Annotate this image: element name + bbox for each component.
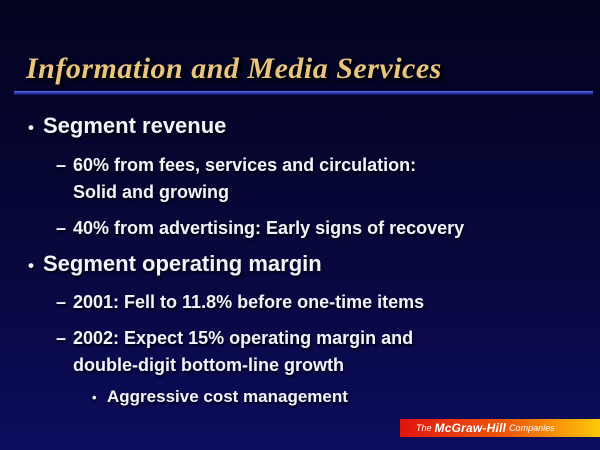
mcgraw-hill-logo: The McGraw-Hill Companies xyxy=(400,419,600,437)
dash-icon: – xyxy=(56,218,67,238)
bullet-text: Segment revenue xyxy=(43,113,227,138)
bullet-text: 2002: Expect 15% operating margin and xyxy=(73,328,414,348)
bullet-text: 2001: Fell to 11.8% before one-time item… xyxy=(73,292,425,312)
bullet-icon: • xyxy=(28,118,34,137)
logo-suffix-text: Companies xyxy=(509,423,555,433)
bullet-item-60pct-fees: – 60% from fees, services and circulatio… xyxy=(0,152,600,206)
logo-prefix-text: The xyxy=(416,423,432,433)
bullet-item-segment-revenue: • Segment revenue xyxy=(0,112,600,142)
dash-icon: – xyxy=(56,328,67,348)
bullet-text-line2: double-digit bottom-line growth xyxy=(73,355,344,375)
bullet-text: Segment operating margin xyxy=(43,251,322,276)
title-underline-rule xyxy=(14,91,593,95)
bullet-item-segment-operating-margin: • Segment operating margin xyxy=(0,250,600,280)
bullet-item-cost-management: • Aggressive cost management xyxy=(0,384,600,411)
bullet-item-2001-margin: – 2001: Fell to 11.8% before one-time it… xyxy=(0,289,600,316)
bullet-icon: • xyxy=(92,390,97,405)
slide-title: Information and Media Services xyxy=(26,52,442,85)
logo-brand-text: McGraw-Hill xyxy=(434,421,507,435)
bullet-text: 40% from advertising: Early signs of rec… xyxy=(73,218,465,238)
dash-icon: – xyxy=(56,155,67,175)
bullet-icon: • xyxy=(28,256,34,275)
bullet-text-line2: Solid and growing xyxy=(73,182,229,202)
bullet-text: Aggressive cost management xyxy=(107,387,348,406)
bullet-item-40pct-advertising: – 40% from advertising: Early signs of r… xyxy=(0,215,600,242)
bullet-item-2002-margin: – 2002: Expect 15% operating margin and … xyxy=(0,325,600,379)
dash-icon: – xyxy=(56,292,67,312)
bullet-text: 60% from fees, services and circulation: xyxy=(73,155,417,175)
